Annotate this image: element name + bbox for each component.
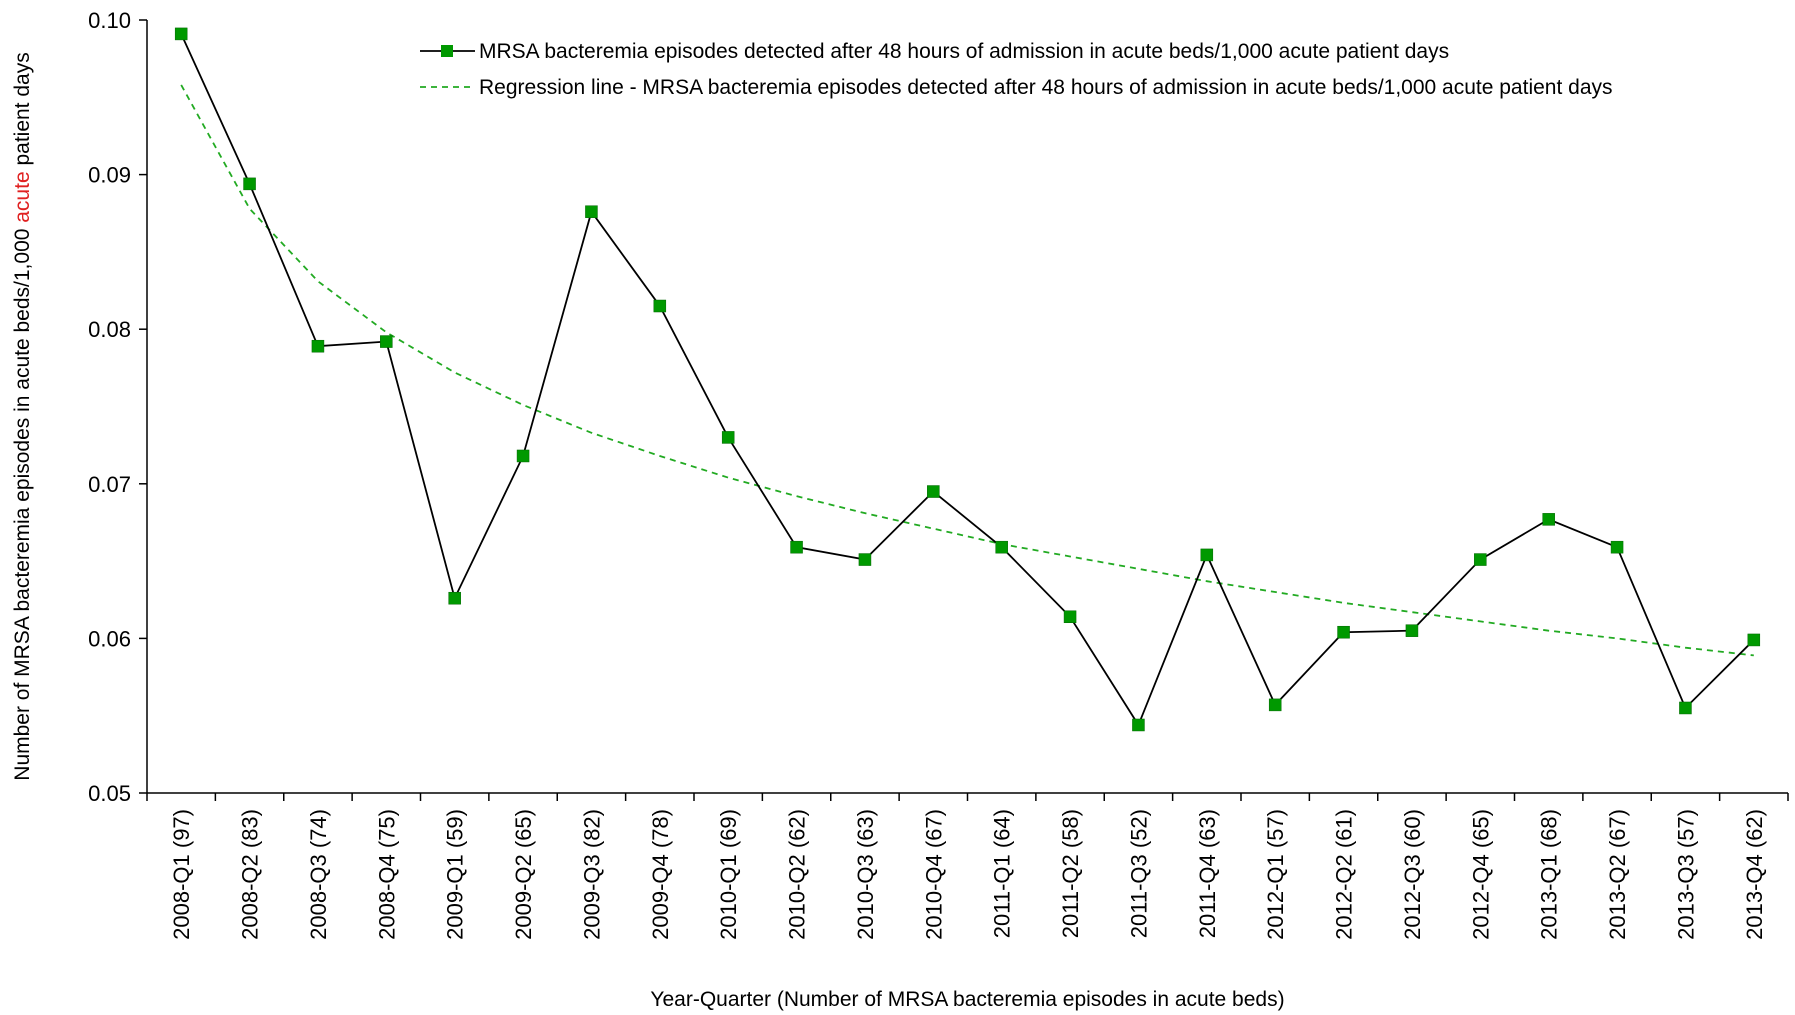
x-tick-label: 2013-Q3 (57) bbox=[1673, 809, 1698, 940]
series-line bbox=[180, 33, 1755, 727]
legend: MRSA bacteremia episodes detected after … bbox=[420, 40, 1613, 99]
x-tick-label: 2012-Q1 (57) bbox=[1263, 809, 1288, 940]
y-axis-title-part: patient days bbox=[11, 52, 34, 171]
data-point-marker bbox=[1542, 513, 1555, 526]
data-point-marker bbox=[174, 27, 188, 41]
data-point-marker bbox=[721, 431, 735, 444]
data-point-marker bbox=[1747, 633, 1761, 647]
x-tick-label: 2012-Q4 (65) bbox=[1468, 809, 1493, 940]
x-tick-label: 2010-Q2 (62) bbox=[785, 809, 810, 940]
data-point-marker bbox=[1132, 718, 1145, 732]
data-point-marker bbox=[243, 177, 256, 191]
x-tick-label: 2010-Q3 (63) bbox=[853, 809, 878, 940]
regression-line bbox=[180, 84, 1754, 657]
data-point-marker bbox=[1405, 624, 1419, 637]
x-tick-label: 2013-Q2 (67) bbox=[1605, 809, 1630, 940]
data-point-marker bbox=[1063, 610, 1077, 624]
x-tick-label: 2013-Q4 (62) bbox=[1742, 809, 1767, 940]
data-point-marker bbox=[516, 449, 530, 463]
data-point-marker bbox=[858, 553, 872, 566]
y-tick-label: 0.08 bbox=[88, 317, 131, 342]
data-point-marker bbox=[995, 540, 1008, 554]
y-axis-title: Number of MRSA bacteremia episodes in ac… bbox=[11, 52, 34, 780]
y-axis-title-part: acute bbox=[11, 171, 34, 222]
data-point-marker bbox=[585, 205, 598, 218]
legend-label-series: MRSA bacteremia episodes detected after … bbox=[479, 40, 1449, 63]
x-tick-label: 2008-Q3 (74) bbox=[306, 809, 331, 940]
x-tick-label: 2008-Q1 (97) bbox=[169, 809, 194, 940]
data-point-marker bbox=[790, 540, 803, 554]
data-point-marker bbox=[311, 339, 325, 353]
data-point-marker bbox=[653, 299, 667, 313]
data-point-marker bbox=[1679, 701, 1692, 715]
y-tick-label: 0.09 bbox=[88, 163, 131, 188]
y-axis-title-part: Number of MRSA bacteremia episodes in ac… bbox=[11, 223, 34, 781]
x-tick-label: 2009-Q4 (78) bbox=[648, 809, 673, 940]
x-tick-label: 2009-Q3 (82) bbox=[579, 809, 604, 940]
y-tick-label: 0.07 bbox=[88, 472, 131, 497]
x-tick-label: 2011-Q4 (63) bbox=[1195, 809, 1220, 938]
y-tick-label: 0.10 bbox=[88, 8, 131, 33]
x-tick-label: 2010-Q4 (67) bbox=[921, 809, 946, 940]
y-tick-label: 0.05 bbox=[88, 781, 131, 806]
x-tick-label: 2009-Q1 (59) bbox=[443, 809, 468, 940]
data-point-marker bbox=[1474, 553, 1487, 566]
x-axis-title: Year-Quarter (Number of MRSA bacteremia … bbox=[650, 988, 1284, 1011]
data-point-marker bbox=[1610, 540, 1624, 554]
y-tick-label: 0.06 bbox=[88, 626, 131, 651]
data-point-marker bbox=[1200, 548, 1214, 562]
legend-label-regression: Regression line - MRSA bacteremia episod… bbox=[479, 76, 1613, 99]
data-point-marker bbox=[927, 485, 940, 498]
x-tick-label: 2008-Q2 (83) bbox=[238, 809, 263, 940]
x-tick-label: 2012-Q3 (60) bbox=[1400, 809, 1425, 940]
x-tick-label: 2011-Q3 (52) bbox=[1126, 809, 1151, 938]
data-point-marker bbox=[448, 591, 461, 605]
legend-marker-series bbox=[441, 45, 453, 57]
x-tick-label: 2010-Q1 (69) bbox=[716, 809, 741, 940]
data-point-marker bbox=[1268, 698, 1282, 712]
x-tick-label: 2011-Q1 (64) bbox=[990, 809, 1015, 938]
x-tick-label: 2008-Q4 (75) bbox=[374, 809, 399, 940]
x-tick-label: 2009-Q2 (65) bbox=[511, 809, 536, 940]
data-point-marker bbox=[380, 335, 393, 348]
data-point-marker bbox=[1337, 625, 1350, 639]
x-tick-label: 2011-Q2 (58) bbox=[1058, 809, 1083, 938]
x-tick-label: 2012-Q2 (61) bbox=[1332, 809, 1357, 940]
x-tick-label: 2013-Q1 (68) bbox=[1537, 809, 1562, 940]
